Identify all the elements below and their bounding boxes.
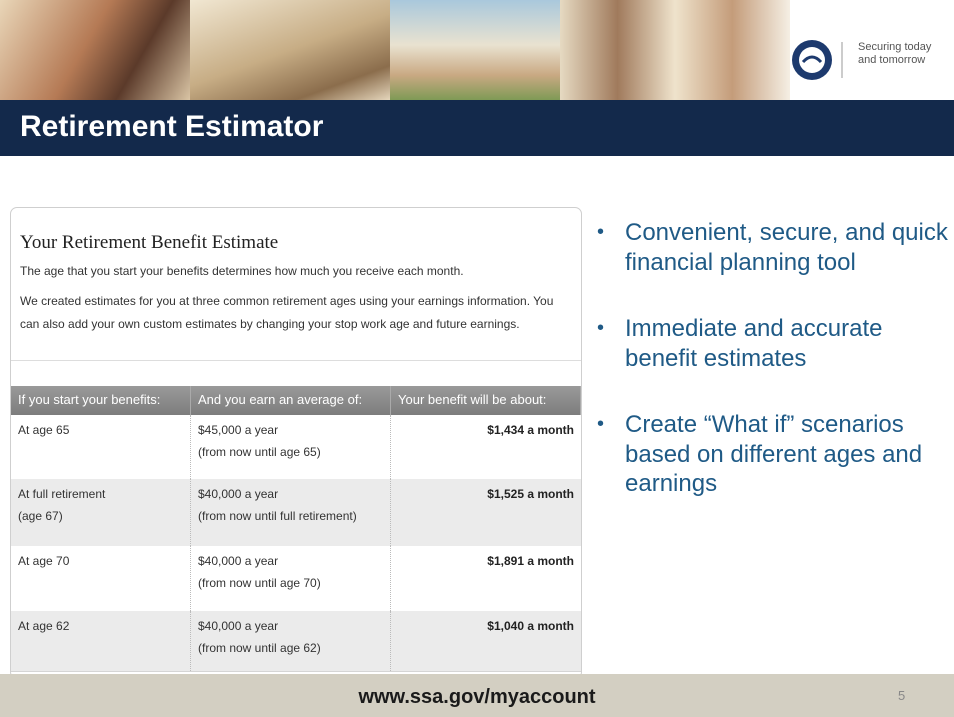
page-number: 5 (898, 688, 906, 703)
age-text: At age 70 (18, 554, 70, 568)
banner: Securing today and tomorrow (0, 0, 954, 100)
table-row: At full retirement (age 67) $40,000 a year… (11, 479, 581, 547)
column-header: And you earn an average of: (191, 386, 391, 415)
cell: At full retirement (age 67) (11, 479, 191, 546)
cell: At age 65 (11, 415, 191, 479)
table-header: If you start your benefits: And you earn … (11, 386, 581, 415)
cell: At age 62 (11, 611, 191, 671)
bullet: Convenient, secure, and quick financial … (597, 218, 952, 277)
paragraph: The age that you start your benefits det… (20, 264, 464, 278)
panel-heading: Your Retirement Benefit Estimate (20, 232, 279, 253)
earnings-text: $40,000 a year (198, 554, 279, 568)
earnings-text: $40,000 a year (198, 619, 279, 633)
bullet: Immediate and accurate benefit estimates (597, 314, 952, 373)
benefit-amount: $1,040 a month (487, 619, 574, 633)
ssa-logo (792, 40, 843, 80)
column-header: Your benefit will be about: (391, 386, 581, 415)
earnings-text: (from now until age 62) (198, 641, 321, 655)
age-text: At age 62 (18, 619, 70, 633)
photo (560, 0, 790, 100)
cell: $40,000 a year (from now until age 62) (191, 611, 391, 671)
photo (390, 0, 560, 100)
age-text: (age 67) (18, 509, 63, 523)
earnings-text: $40,000 a year (198, 487, 279, 501)
title-bar (0, 100, 954, 156)
paragraph: We created estimates for you at three co… (20, 294, 554, 331)
slide-title: Retirement Estimator (20, 110, 324, 143)
cell: $40,000 a year (from now until age 70) (191, 546, 391, 611)
table-row: At age 70 $40,000 a year (from now until a… (11, 546, 581, 612)
photo (0, 0, 190, 100)
bullet-list: Convenient, secure, and quick financial … (597, 218, 952, 536)
footer-bar (0, 674, 954, 717)
cell: At age 70 (11, 546, 191, 611)
age-text: At full retirement (18, 487, 106, 501)
benefit-amount: $1,434 a month (487, 423, 574, 437)
cell: $45,000 a year (from now until age 65) (191, 415, 391, 479)
photo (190, 0, 390, 100)
benefit-amount: $1,891 a month (487, 554, 574, 568)
earnings-text: (from now until age 65) (198, 445, 321, 459)
earnings-text: (from now until full retirement) (198, 509, 357, 523)
bullet: Create “What if” scenarios based on diff… (597, 410, 952, 499)
screenshot-panel: Your Retirement Benefit Estimate The age… (10, 207, 582, 679)
table-row: At age 65 $45,000 a year (from now until a… (11, 415, 581, 480)
cell: $40,000 a year (from now until full retir… (191, 479, 391, 546)
earnings-text: (from now until age 70) (198, 576, 321, 590)
age-text: At age 65 (18, 423, 70, 437)
table-row: At age 62 $40,000 a year (from now until a… (11, 611, 581, 672)
earnings-text: $45,000 a year (198, 423, 279, 437)
benefit-amount: $1,525 a month (487, 487, 574, 501)
column-header: If you start your benefits: (11, 386, 191, 415)
tagline: Securing today and tomorrow (858, 41, 932, 66)
footer-url: www.ssa.gov/myaccount (358, 686, 596, 708)
divider (11, 360, 581, 361)
